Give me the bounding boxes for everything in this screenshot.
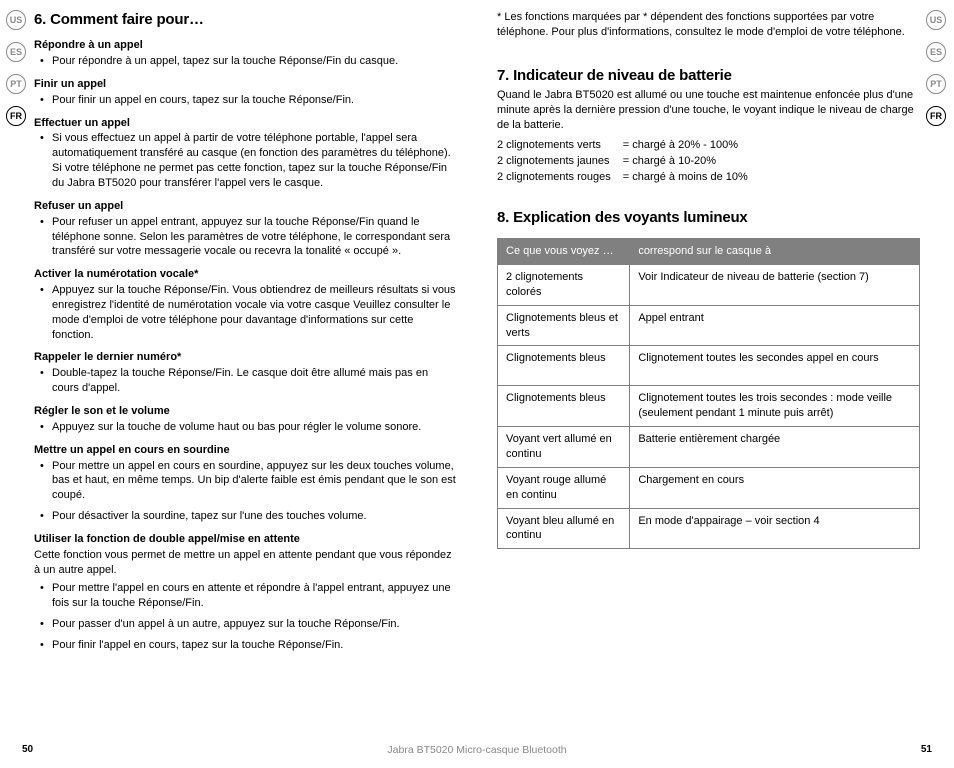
section-8-title: 8. Explication des voyants lumineux [497,208,920,228]
bullet-list: Pour finir un appel en cours, tapez sur … [34,93,457,108]
lights-th-1: Ce que vous voyez … [498,239,630,265]
page-footer: 50 Jabra BT5020 Micro-casque Bluetooth 5… [0,743,954,757]
table-row: Voyant rouge allumé en continuChargement… [498,467,920,508]
level-value: = chargé à 10-20% [623,154,760,170]
bullet-item: Double-tapez la touche Réponse/Fin. Le c… [40,366,457,396]
left-column: 6. Comment faire pour… Répondre à un app… [6,10,465,659]
table-cell: 2 clignotements colorés [498,265,630,306]
bullet-list: Appuyez sur la touche Réponse/Fin. Vous … [34,283,457,342]
section-6-title: 6. Comment faire pour… [34,10,457,30]
table-cell: Voir Indicateur de niveau de batterie (s… [630,265,920,306]
subsection-heading: Activer la numérotation vocale* [34,267,457,282]
subsection-heading: Répondre à un appel [34,38,457,53]
bullet-item: Pour désactiver la sourdine, tapez sur l… [40,509,457,524]
table-row: Voyant bleu allumé en continuEn mode d'a… [498,508,920,549]
table-cell: Clignotements bleus [498,346,630,386]
bullet-item: Pour répondre à un appel, tapez sur la t… [40,54,457,69]
level-value: = chargé à moins de 10% [623,170,760,186]
page-number-right: 51 [921,743,932,757]
page-wrap: 6. Comment faire pour… Répondre à un app… [0,0,954,659]
lights-table: Ce que vous voyez … correspond sur le ca… [497,238,920,549]
table-cell: Clignotements bleus et verts [498,305,630,346]
table-cell: En mode d'appairage – voir section 4 [630,508,920,549]
table-row: Clignotements bleus et vertsAppel entran… [498,305,920,346]
table-cell: Voyant rouge allumé en continu [498,467,630,508]
table-cell: Appel entrant [630,305,920,346]
level-label: 2 clignotements jaunes [497,154,623,170]
bullet-item: Pour finir un appel en cours, tapez sur … [40,93,457,108]
footer-title: Jabra BT5020 Micro-casque Bluetooth [387,743,566,757]
table-cell: Voyant vert allumé en continu [498,427,630,468]
level-label: 2 clignotements rouges [497,170,623,186]
asterisk-disclaimer: * Les fonctions marquées par * dépendent… [497,10,920,40]
subsection-heading: Mettre un appel en cours en sourdine [34,443,457,458]
subsection-heading: Utiliser la fonction de double appel/mis… [34,532,457,547]
bullet-item: Appuyez sur la touche Réponse/Fin. Vous … [40,283,457,342]
bullet-item: Pour passer d'un appel à un autre, appuy… [40,617,457,632]
table-row: Clignotements bleusClignotement toutes l… [498,386,920,427]
table-cell: Clignotement toutes les secondes appel e… [630,346,920,386]
bullet-item: Pour refuser un appel entrant, appuyez s… [40,215,457,260]
bullet-item: Pour mettre l'appel en cours en attente … [40,581,457,611]
battery-levels-table: 2 clignotements verts= chargé à 20% - 10… [497,138,760,186]
table-row: Clignotements bleusClignotement toutes l… [498,346,920,386]
table-cell: Chargement en cours [630,467,920,508]
bullet-item: Pour mettre un appel en cours en sourdin… [40,459,457,504]
table-row: 2 clignotements colorésVoir Indicateur d… [498,265,920,306]
lights-th-2: correspond sur le casque à [630,239,920,265]
section-7-text: Quand le Jabra BT5020 est allumé ou une … [497,88,920,133]
bullet-item: Pour finir l'appel en cours, tapez sur l… [40,638,457,653]
section-7-title: 7. Indicateur de niveau de batterie [497,66,920,86]
table-cell: Clignotement toutes les trois secondes :… [630,386,920,427]
table-cell: Clignotements bleus [498,386,630,427]
bullet-list: Pour répondre à un appel, tapez sur la t… [34,54,457,69]
bullet-list: Pour refuser un appel entrant, appuyez s… [34,215,457,260]
level-label: 2 clignotements verts [497,138,623,154]
bullet-item: Si vous effectuez un appel à partir de v… [40,131,457,190]
table-cell: Voyant bleu allumé en continu [498,508,630,549]
bullet-list: Pour mettre l'appel en cours en attente … [34,581,457,652]
bullet-list: Pour mettre un appel en cours en sourdin… [34,459,457,524]
bullet-item: Appuyez sur la touche de volume haut ou … [40,420,457,435]
subsection-heading: Rappeler le dernier numéro* [34,350,457,365]
right-column: * Les fonctions marquées par * dépendent… [489,10,948,659]
subsection-intro: Cette fonction vous permet de mettre un … [34,548,457,578]
table-row: Voyant vert allumé en continuBatterie en… [498,427,920,468]
subsection-heading: Refuser un appel [34,199,457,214]
page-number-left: 50 [22,743,33,757]
bullet-list: Double-tapez la touche Réponse/Fin. Le c… [34,366,457,396]
subsection-heading: Finir un appel [34,77,457,92]
subsection-heading: Régler le son et le volume [34,404,457,419]
table-cell: Batterie entièrement chargée [630,427,920,468]
level-value: = chargé à 20% - 100% [623,138,760,154]
bullet-list: Si vous effectuez un appel à partir de v… [34,131,457,190]
left-sections: Répondre à un appelPour répondre à un ap… [34,38,457,653]
subsection-heading: Effectuer un appel [34,116,457,131]
bullet-list: Appuyez sur la touche de volume haut ou … [34,420,457,435]
